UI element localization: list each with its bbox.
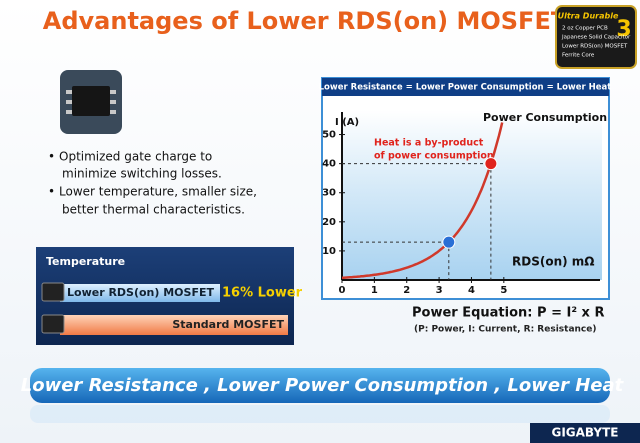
annotation: of power consumption	[374, 151, 494, 162]
slide-title: Advantages of Lower RDS(on) MOSFET	[43, 7, 568, 35]
data-point	[442, 235, 456, 249]
lower-bar	[60, 284, 220, 302]
y-axis-label: I (A)	[335, 117, 359, 128]
bullet-line: Optimized gate charge to	[59, 150, 212, 164]
badge: Ultra Durable 3 2 oz Copper PCB Japanese…	[555, 5, 637, 69]
chart-banner-bg	[322, 78, 609, 96]
data-point	[484, 157, 498, 171]
standard-bar	[60, 315, 288, 335]
bullet-marker: •	[48, 185, 55, 199]
chip-small	[41, 282, 65, 302]
footer-banner: Lower Resistance , Lower Power Consumpti…	[21, 375, 625, 396]
footer-reflection	[30, 405, 610, 423]
x-tick-label: 4	[468, 285, 475, 296]
row-note: 16% Lower	[222, 286, 303, 301]
logo-bg	[530, 423, 640, 443]
badge-feature: 2 oz Copper PCB	[562, 26, 608, 32]
chip-image	[60, 70, 122, 134]
temperature-panel: Temperature Lower RDS(on) MOSFET 16% Low…	[36, 247, 303, 345]
badge-feature: Ferrite Core	[562, 53, 595, 59]
bullet-line: minimize switching losses.	[62, 167, 222, 181]
badge-frame	[555, 5, 637, 69]
chart-title: Power Consumption	[483, 111, 607, 124]
x-tick-label: 3	[436, 285, 443, 296]
annotation: Heat is a by-product	[374, 138, 484, 149]
badge-feature: Lower RDS(on) MOSFET	[562, 44, 628, 50]
chip-small	[41, 314, 65, 334]
row-label: Standard MOSFET	[172, 318, 284, 331]
equation: Power Equation: P = I² x R	[412, 306, 604, 321]
y-tick-label: 40	[322, 159, 336, 170]
y-tick-label: 10	[322, 246, 336, 257]
bullet-marker: •	[48, 150, 55, 164]
badge-number: 3	[616, 17, 631, 42]
x-tick-label: 1	[371, 285, 378, 296]
y-tick-label: 50	[322, 130, 336, 141]
plot-bg	[342, 110, 602, 280]
y-tick-label: 20	[322, 217, 336, 228]
footer-banner-bg	[30, 368, 610, 403]
panel-title: Temperature	[46, 255, 125, 268]
chart-banner: Lower Resistance = Lower Power Consumpti…	[319, 83, 612, 93]
power-curve	[341, 122, 504, 280]
x-tick-label: 0	[339, 285, 346, 296]
row-label: Lower RDS(on) MOSFET	[67, 286, 214, 299]
bullet-line: better thermal characteristics.	[62, 203, 245, 217]
badge-name: Ultra Durable	[558, 12, 619, 21]
y-tick-label: 30	[322, 188, 336, 199]
equation-note: (P: Power, I: Current, R: Resistance)	[414, 325, 596, 335]
x-tick-label: 5	[500, 285, 507, 296]
x-tick-label: 2	[403, 285, 410, 296]
bullet-line: Lower temperature, smaller size,	[59, 185, 257, 199]
x-axis-label: RDS(on) mΩ	[512, 255, 594, 269]
logo: GIGABYTE	[551, 426, 618, 440]
badge-feature: Japanese Solid Capacitor	[561, 35, 631, 41]
